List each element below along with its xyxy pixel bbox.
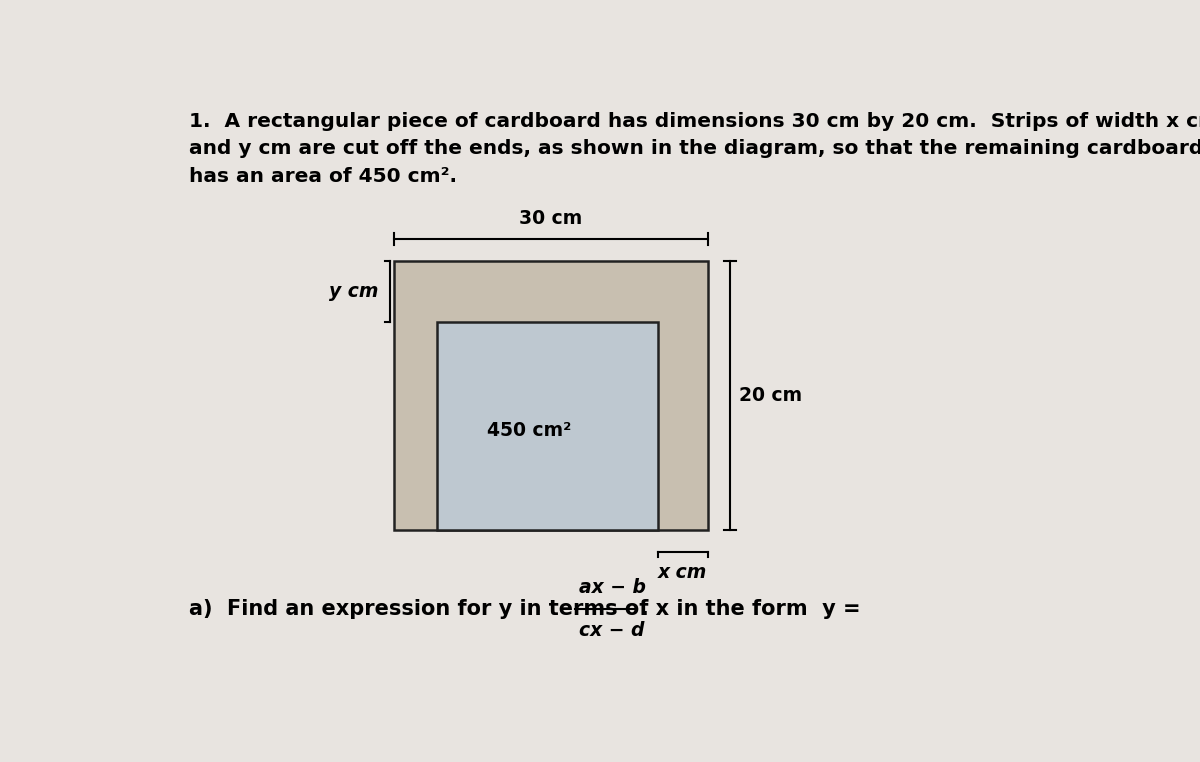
Text: y cm: y cm — [329, 282, 379, 301]
Text: ax − b: ax − b — [578, 578, 646, 597]
Text: 20 cm: 20 cm — [739, 386, 802, 405]
Text: 30 cm: 30 cm — [520, 210, 583, 229]
Text: .: . — [641, 599, 648, 619]
Text: x cm: x cm — [658, 562, 708, 581]
Text: 450 cm²: 450 cm² — [487, 421, 571, 440]
Bar — [437, 322, 658, 530]
Bar — [394, 261, 708, 530]
Text: cx − d: cx − d — [578, 621, 644, 640]
Text: 1.  A rectangular piece of cardboard has dimensions 30 cm by 20 cm.  Strips of w: 1. A rectangular piece of cardboard has … — [188, 112, 1200, 186]
Text: a)  Find an expression for y in terms of x in the form  y =: a) Find an expression for y in terms of … — [188, 599, 868, 619]
